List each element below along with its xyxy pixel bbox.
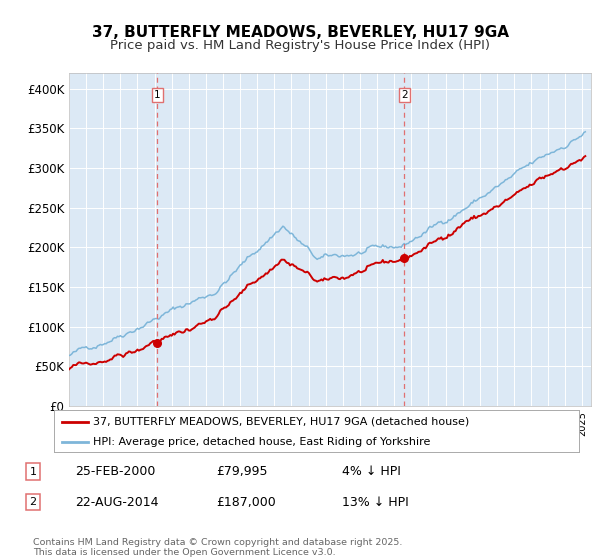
- Text: 1: 1: [154, 90, 161, 100]
- Text: Contains HM Land Registry data © Crown copyright and database right 2025.
This d: Contains HM Land Registry data © Crown c…: [33, 538, 403, 557]
- Text: 13% ↓ HPI: 13% ↓ HPI: [342, 496, 409, 509]
- Text: 4% ↓ HPI: 4% ↓ HPI: [342, 465, 401, 478]
- Text: 2: 2: [29, 497, 37, 507]
- Text: 37, BUTTERFLY MEADOWS, BEVERLEY, HU17 9GA (detached house): 37, BUTTERFLY MEADOWS, BEVERLEY, HU17 9G…: [94, 417, 470, 427]
- Text: 2: 2: [401, 90, 407, 100]
- Text: 37, BUTTERFLY MEADOWS, BEVERLEY, HU17 9GA: 37, BUTTERFLY MEADOWS, BEVERLEY, HU17 9G…: [91, 25, 509, 40]
- Text: HPI: Average price, detached house, East Riding of Yorkshire: HPI: Average price, detached house, East…: [94, 437, 431, 446]
- Text: £187,000: £187,000: [216, 496, 276, 509]
- Text: Price paid vs. HM Land Registry's House Price Index (HPI): Price paid vs. HM Land Registry's House …: [110, 39, 490, 52]
- Text: £79,995: £79,995: [216, 465, 268, 478]
- Text: 1: 1: [29, 466, 37, 477]
- Text: 25-FEB-2000: 25-FEB-2000: [75, 465, 155, 478]
- Text: 22-AUG-2014: 22-AUG-2014: [75, 496, 158, 509]
